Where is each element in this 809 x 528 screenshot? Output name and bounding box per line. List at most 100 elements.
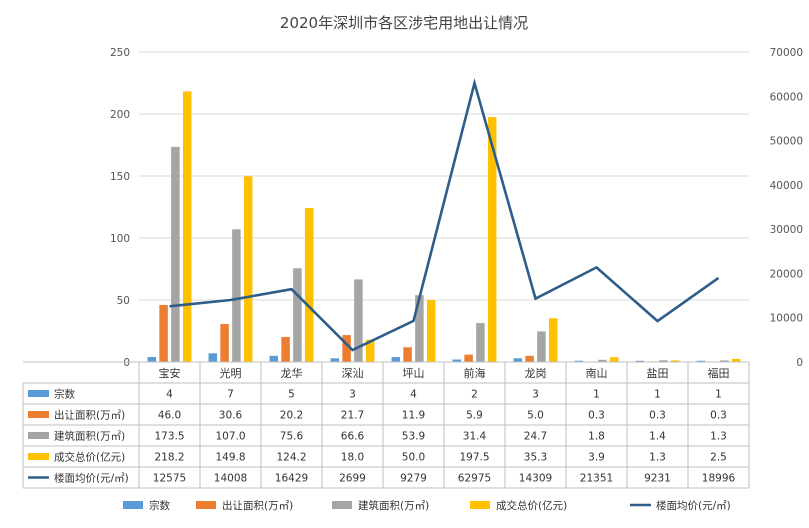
data-label: 14008 [214, 473, 247, 485]
data-label: 1.8 [588, 431, 605, 443]
x-tick-label: 前海 [464, 366, 486, 380]
row-legend-key [28, 411, 49, 418]
legend-key [470, 501, 490, 509]
x-tick-label: 龙华 [281, 366, 303, 380]
series-line [169, 78, 720, 352]
data-label: 3.9 [588, 452, 605, 464]
y-tick-label: 200 [110, 109, 130, 121]
y2-tick-label: 0 [796, 357, 803, 369]
bar [208, 353, 218, 362]
data-label: 75.6 [280, 431, 304, 443]
data-label: 4 [166, 389, 173, 401]
data-label: 1 [654, 389, 661, 401]
bar [464, 354, 473, 362]
data-label: 24.7 [524, 431, 547, 443]
data-label: 7 [227, 389, 234, 401]
bar [293, 268, 302, 362]
data-label: 9231 [644, 473, 671, 485]
data-label: 1.4 [649, 431, 666, 443]
bar [609, 357, 619, 362]
data-label: 53.9 [402, 431, 425, 443]
x-tick-label: 深汕 [342, 367, 364, 380]
data-label: 0.3 [588, 410, 605, 422]
legend: 宗数 出让面积(万㎡) 建筑面积(万㎡) 成交总价(亿元) 楼面均价(元/㎡) [123, 499, 731, 512]
legend-key [332, 501, 352, 509]
legend-label: 楼面均价(元/㎡) [656, 499, 731, 512]
bar [574, 360, 584, 362]
bar [182, 91, 192, 362]
x-tick-label: 盐田 [647, 367, 669, 380]
chart-title: 2020年深圳市各区涉宅用地出让情况 [280, 14, 528, 32]
bar [220, 324, 229, 362]
y2-tick-label: 50000 [770, 136, 803, 148]
x-tick-label: 坪山 [403, 367, 425, 380]
data-label: 9279 [400, 473, 427, 485]
data-label: 149.8 [215, 452, 245, 464]
data-label: 18996 [702, 473, 736, 485]
data-label: 197.5 [459, 452, 489, 464]
y-tick-label: 100 [110, 233, 130, 245]
bar [452, 359, 462, 362]
bar [391, 357, 401, 362]
bar [159, 304, 168, 362]
data-label: 18.0 [341, 452, 364, 464]
legend-label: 出让面积(万㎡) [222, 499, 293, 512]
data-label: 0.3 [649, 410, 666, 422]
line-layer [169, 78, 720, 352]
bar [365, 339, 375, 362]
data-label: 173.5 [154, 431, 184, 443]
data-label: 12575 [153, 473, 186, 485]
legend-label: 建筑面积(万㎡) [358, 499, 429, 512]
row-label: 出让面积(万㎡) [54, 409, 125, 422]
axis-layer: 0 50 100 150 200 250 0 10000 20000 30000 40000 5000… [110, 47, 803, 369]
bar [232, 229, 241, 362]
data-label: 1.3 [710, 431, 727, 443]
data-label: 218.2 [154, 452, 184, 464]
data-label: 0.3 [710, 410, 727, 422]
legend-label: 成交总价(亿元) [496, 499, 567, 512]
y-tick-label: 250 [110, 47, 130, 59]
data-label: 2699 [339, 473, 366, 485]
y-tick-label: 150 [110, 171, 130, 183]
legend-key [196, 501, 216, 509]
data-label: 14309 [519, 473, 552, 485]
bar [426, 300, 436, 362]
x-tick-label: 宝安 [159, 366, 181, 380]
bar [269, 355, 279, 362]
data-label: 4 [410, 389, 417, 401]
bar [342, 335, 351, 362]
data-label: 107.0 [215, 431, 245, 443]
bar [304, 207, 314, 362]
data-label: 31.4 [463, 431, 487, 443]
data-label: 30.6 [219, 410, 243, 422]
bar [171, 146, 180, 362]
bar [513, 358, 523, 362]
data-label: 1 [593, 389, 600, 401]
grid-layer [139, 51, 749, 301]
bar [696, 360, 706, 362]
bar [354, 279, 363, 362]
data-label: 3 [349, 389, 356, 401]
data-label: 5 [288, 389, 295, 401]
bar [635, 360, 645, 362]
y2-tick-label: 20000 [770, 268, 803, 280]
data-label: 20.2 [280, 410, 303, 422]
bar [403, 347, 412, 362]
data-label: 16429 [275, 473, 308, 485]
row-label: 建筑面积(万㎡) [54, 430, 125, 443]
bar [487, 117, 497, 362]
data-label: 2.5 [710, 452, 727, 464]
bar [598, 359, 607, 362]
bar [548, 318, 558, 362]
legend-label: 宗数 [149, 499, 170, 512]
x-tick-label: 南山 [586, 367, 608, 380]
row-label: 成交总价(亿元) [54, 451, 125, 464]
y-tick-label: 50 [117, 295, 130, 307]
x-tick-label: 福田 [708, 366, 730, 380]
bar [281, 336, 290, 362]
data-label: 11.9 [402, 410, 425, 422]
data-label: 2 [471, 389, 478, 401]
